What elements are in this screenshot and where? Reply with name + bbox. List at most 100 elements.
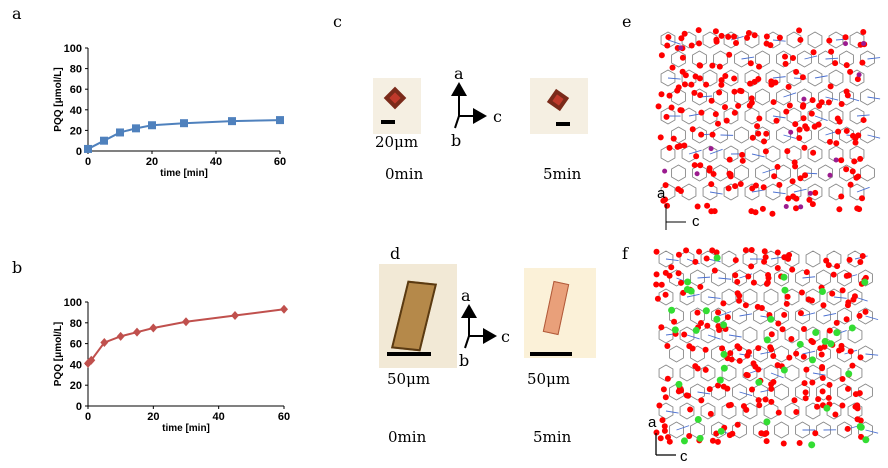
molecule-ring [849, 31, 865, 49]
molecule-ring [795, 269, 810, 287]
oxygen-atom [734, 421, 741, 428]
oxygen-atom [706, 386, 713, 393]
panel-label-c: c [333, 12, 342, 31]
molecule-ring [734, 50, 749, 68]
oxygen-atom [654, 295, 661, 302]
oxygen-atom [665, 34, 672, 41]
scale-label-d-left: 50μm [387, 370, 431, 388]
oxygen-atom [752, 363, 759, 370]
hydrogen-bond [709, 148, 723, 155]
oxygen-atom [679, 54, 686, 61]
oxygen-atom [786, 354, 793, 361]
oxygen-atom [761, 138, 768, 145]
data-point [231, 311, 239, 321]
oxygen-atom [755, 345, 762, 352]
oxygen-atom [694, 365, 701, 372]
oxygen-atom [687, 406, 694, 413]
oxygen-atom [797, 175, 804, 182]
molecule-ring [755, 50, 770, 68]
oxygen-atom [693, 153, 700, 160]
x-axis-label: time [min] [162, 423, 210, 434]
oxygen-atom [819, 388, 826, 395]
oxygen-atom [780, 440, 787, 447]
oxygen-atom [720, 300, 727, 307]
oxygen-atom [668, 104, 675, 111]
oxygen-atom [786, 252, 793, 259]
oxygen-atom [845, 385, 852, 392]
oxygen-atom [732, 257, 739, 264]
oxygen-atom [657, 435, 664, 442]
oxygen-atom [800, 325, 807, 332]
data-point [276, 116, 284, 125]
oxygen-atom [706, 167, 713, 174]
oxygen-atom [847, 68, 854, 75]
molecule-ring [818, 88, 833, 106]
oxygen-atom [751, 78, 758, 85]
oxygen-atom [721, 104, 728, 111]
molecule-ring [839, 88, 854, 106]
hydrogen-bond [667, 77, 681, 80]
oxygen-atom [658, 281, 665, 288]
oxygen-atom [763, 438, 770, 445]
oxygen-atom [725, 402, 732, 409]
metal-atom [842, 41, 848, 47]
oxygen-atom [770, 353, 777, 360]
molecule-ring [860, 50, 875, 68]
oxygen-atom [657, 134, 664, 141]
oxygen-atom [698, 397, 705, 404]
oxygen-atom [843, 166, 850, 173]
oxygen-atom [718, 77, 725, 84]
metal-atom [763, 336, 771, 344]
oxygen-atom [681, 142, 688, 149]
metal-atom [862, 436, 870, 444]
oxygen-atom [819, 374, 826, 381]
panel-label-d: d [390, 244, 401, 263]
oxygen-atom [803, 125, 810, 132]
oxygen-atom [726, 432, 733, 439]
oxygen-atom [762, 148, 769, 155]
oxygen-atom [686, 343, 693, 350]
oxygen-atom [819, 364, 826, 371]
oxygen-atom [849, 132, 856, 139]
oxygen-atom [655, 103, 662, 110]
oxygen-atom [851, 293, 858, 300]
hydrogen-bond [825, 57, 839, 60]
oxygen-atom [754, 123, 761, 130]
oxygen-atom [696, 248, 703, 255]
oxygen-atom [662, 291, 669, 298]
oxygen-atom [775, 320, 782, 327]
oxygen-atom [796, 439, 803, 446]
oxygen-atom [774, 265, 781, 272]
oxygen-atom [752, 182, 759, 189]
molecule-ring [765, 107, 781, 125]
molecule-ring [700, 402, 716, 420]
molecule-ring [784, 326, 800, 344]
oxygen-atom [662, 196, 669, 203]
hydrogen-bond [865, 315, 879, 321]
molecule-ring [690, 383, 705, 401]
oxygen-atom [748, 263, 755, 270]
oxygen-atom [739, 157, 746, 164]
oxygen-atom [782, 53, 789, 60]
oxygen-atom [665, 434, 672, 441]
metal-atom [827, 172, 833, 178]
oxygen-atom [793, 409, 800, 416]
chart-b: 0 20 40 60 80 100 0 20 40 60 time [min] PQQ [μmol/L… [53, 297, 290, 434]
oxygen-atom [843, 62, 850, 69]
molecule-ring [847, 364, 863, 382]
data-point [148, 121, 156, 130]
oxygen-atom [759, 205, 766, 212]
metal-atom [812, 328, 820, 336]
data-point [228, 117, 236, 126]
oxygen-atom [792, 121, 799, 128]
metal-atom [694, 171, 700, 177]
oxygen-atom [702, 346, 709, 353]
oxygen-atom [823, 257, 830, 264]
oxygen-atom [692, 258, 699, 265]
molecule-ring [849, 107, 865, 125]
molecule-ring [702, 145, 718, 163]
data-point [87, 355, 96, 365]
oxygen-atom [825, 262, 832, 269]
oxygen-atom [748, 95, 755, 102]
oxygen-atom [664, 42, 671, 49]
